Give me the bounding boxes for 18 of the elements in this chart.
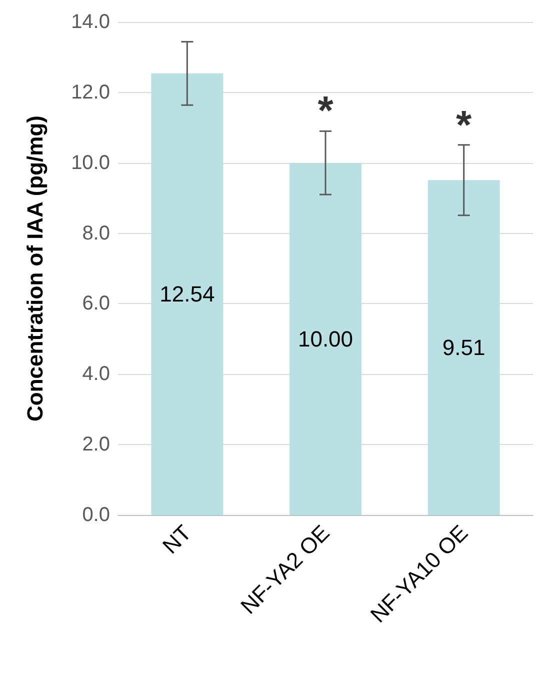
- y-axis-title: Concentration of IAA (pg/mg): [22, 116, 48, 422]
- y-tick-label: 10.0: [71, 152, 110, 174]
- annotation: *: [318, 89, 334, 134]
- y-tick-label: 6.0: [82, 292, 110, 315]
- data-label: 12.54: [160, 282, 215, 307]
- y-tick-label: 4.0: [82, 363, 110, 386]
- data-label: 9.51: [442, 335, 486, 360]
- annotation: *: [456, 103, 472, 148]
- x-tick-label: NT: [158, 520, 196, 559]
- bar: [428, 180, 500, 515]
- y-tick-label: 2.0: [82, 434, 110, 456]
- y-tick-label: 8.0: [82, 222, 110, 244]
- bar: [151, 73, 224, 515]
- bar: [290, 162, 362, 515]
- y-tick-label: 12.0: [71, 81, 110, 104]
- y-tick-label: 14.0: [71, 11, 110, 33]
- y-tick-label: 0.0: [82, 504, 110, 526]
- data-label: 10.00: [298, 326, 354, 352]
